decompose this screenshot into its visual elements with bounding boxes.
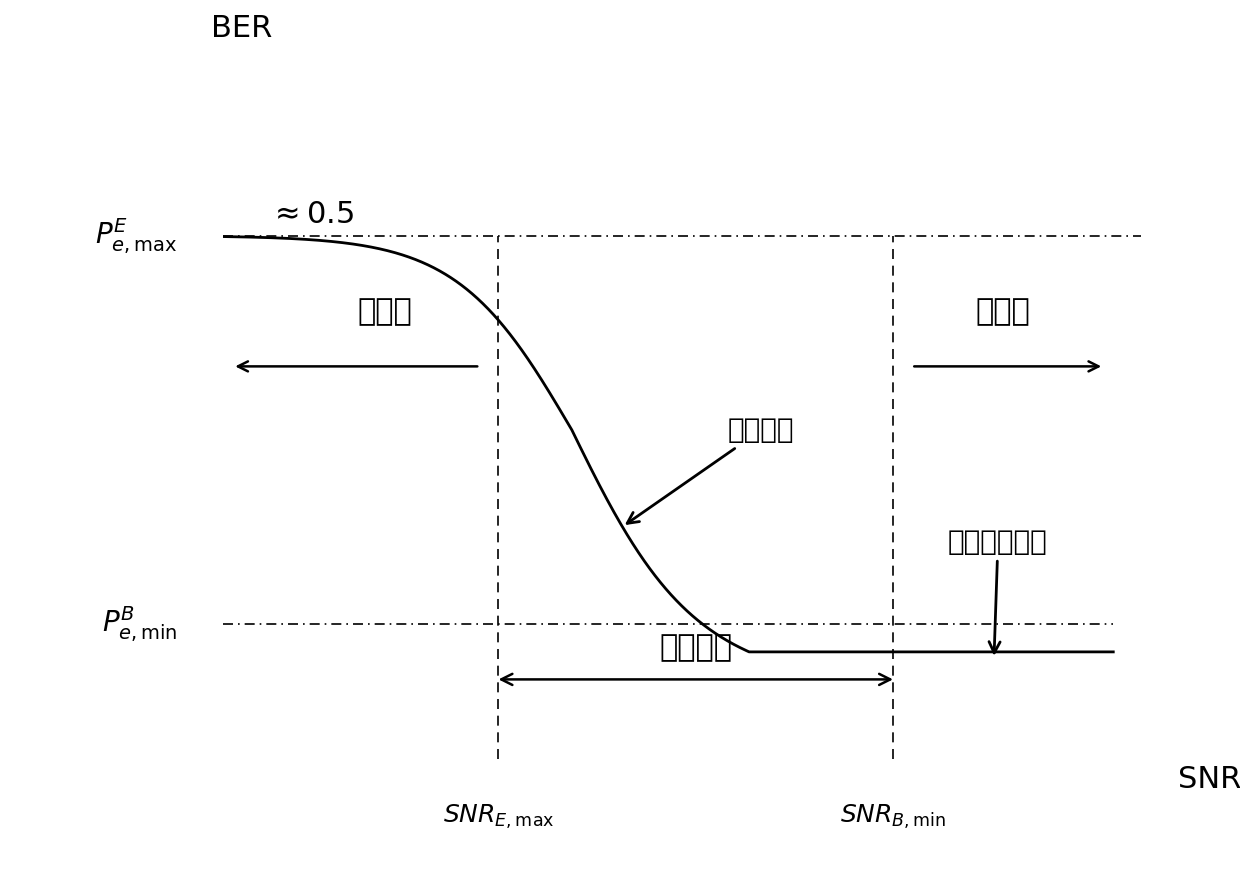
Text: 错误平台区域: 错误平台区域	[949, 527, 1048, 653]
Text: $SNR_{E,\mathrm{max}}$: $SNR_{E,\mathrm{max}}$	[443, 804, 554, 832]
Text: BER: BER	[211, 14, 273, 43]
Text: SNR: SNR	[1178, 765, 1240, 794]
Text: 可靠区: 可靠区	[976, 297, 1030, 325]
Text: $SNR_{B,\mathrm{min}}$: $SNR_{B,\mathrm{min}}$	[839, 804, 946, 832]
Text: $\approx 0.5$: $\approx 0.5$	[269, 200, 355, 228]
Text: 安全区: 安全区	[357, 297, 412, 325]
Text: $P^{B}_{e,\mathrm{min}}$: $P^{B}_{e,\mathrm{min}}$	[102, 604, 177, 644]
Text: $P^{E}_{e,\mathrm{max}}$: $P^{E}_{e,\mathrm{max}}$	[95, 216, 177, 256]
Text: 瀑布区域: 瀑布区域	[627, 416, 795, 523]
Text: 安全间隙: 安全间隙	[660, 633, 733, 662]
